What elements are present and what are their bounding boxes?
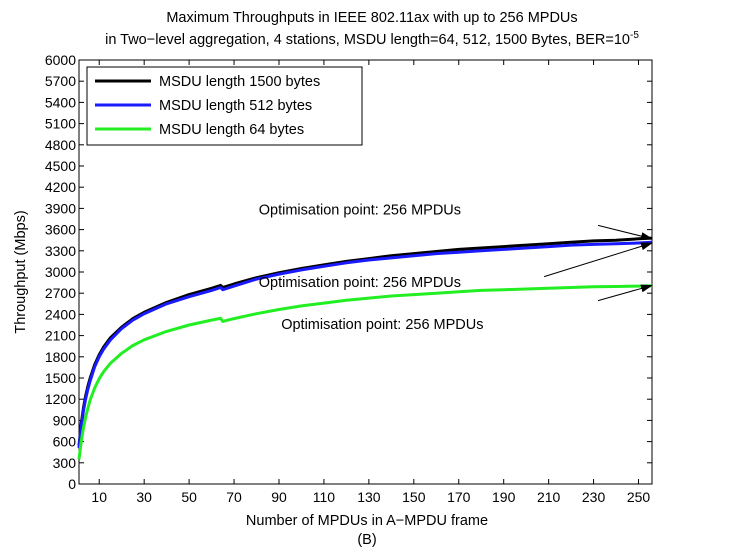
x-tick-label: 230 xyxy=(582,489,606,505)
y-tick-label: 1500 xyxy=(45,370,76,386)
annotation-arrow-0 xyxy=(597,224,653,241)
x-tick-label: 170 xyxy=(447,489,471,505)
y-tick-label: 3300 xyxy=(45,243,76,259)
annotation-text-0: Optimisation point: 256 MPDUs xyxy=(259,202,461,218)
y-tick-label: 1800 xyxy=(45,349,76,365)
chart-title-line2: in Two−level aggregation, 4 stations, MS… xyxy=(105,30,639,48)
y-tick-label: 6000 xyxy=(45,52,76,68)
legend-label-1: MSDU length 512 bytes xyxy=(159,98,312,114)
x-tick-label: 70 xyxy=(226,489,242,505)
x-tick-label: 210 xyxy=(537,489,561,505)
x-tick-label: 150 xyxy=(402,489,426,505)
legend-label-2: MSDU length 64 bytes xyxy=(159,122,304,138)
y-tick-label: 1200 xyxy=(45,391,76,407)
plot-area: 0 300 600 900 1200 1500 1800 2100 2400 2700 3000 33… xyxy=(45,52,653,505)
y-tick-label: 5700 xyxy=(45,73,76,89)
series-line-1 xyxy=(77,240,653,449)
x-tick-label: 130 xyxy=(357,489,381,505)
legend-label-0: MSDU length 1500 bytes xyxy=(159,74,320,90)
y-axis-label: Throughput (Mbps) xyxy=(13,210,29,333)
y-tick-label: 600 xyxy=(53,434,77,450)
y-tick-label: 2100 xyxy=(45,328,76,344)
y-tick-label: 5100 xyxy=(45,116,76,132)
x-tick-label: 30 xyxy=(136,489,152,505)
x-tick-label: 110 xyxy=(313,489,336,505)
x-axis-label: Number of MPDUs in A−MPDU frame xyxy=(246,513,488,529)
y-tick-label: 2700 xyxy=(45,285,76,301)
chart-title-superscript: -5 xyxy=(630,30,639,41)
y-tick-label: 5400 xyxy=(45,94,76,110)
chart-title-line2-text: in Two−level aggregation, 4 stations, MS… xyxy=(105,32,630,48)
annotation-arrow-1 xyxy=(543,242,653,278)
chart-title-line1: Maximum Throughputs in IEEE 802.11ax wit… xyxy=(166,10,577,26)
x-tick-label: 50 xyxy=(181,489,197,505)
x-tick-label: 190 xyxy=(492,489,516,505)
series-line-2 xyxy=(77,284,653,460)
annotation-arrow-2 xyxy=(597,284,653,302)
x-tick-label: 250 xyxy=(627,489,651,505)
y-tick-label: 4500 xyxy=(45,158,76,174)
y-tick-label: 4800 xyxy=(45,137,76,153)
y-tick-label: 2400 xyxy=(45,306,76,322)
y-tick-label: 3900 xyxy=(45,200,76,216)
x-tick-label: 10 xyxy=(91,489,107,505)
chart-sublabel: (B) xyxy=(357,532,376,548)
annotation-text-2: Optimisation point: 256 MPDUs xyxy=(281,317,483,333)
x-tick-label: 90 xyxy=(271,489,287,505)
annotation-text-1: Optimisation point: 256 MPDUs xyxy=(259,275,461,291)
y-tick-label: 3000 xyxy=(45,264,76,280)
y-tick-label: 4200 xyxy=(45,179,76,195)
y-tick-label: 900 xyxy=(53,412,77,428)
y-tick-label: 300 xyxy=(53,455,77,471)
y-tick-label: 3600 xyxy=(45,222,76,238)
y-tick-label: 0 xyxy=(68,476,76,492)
